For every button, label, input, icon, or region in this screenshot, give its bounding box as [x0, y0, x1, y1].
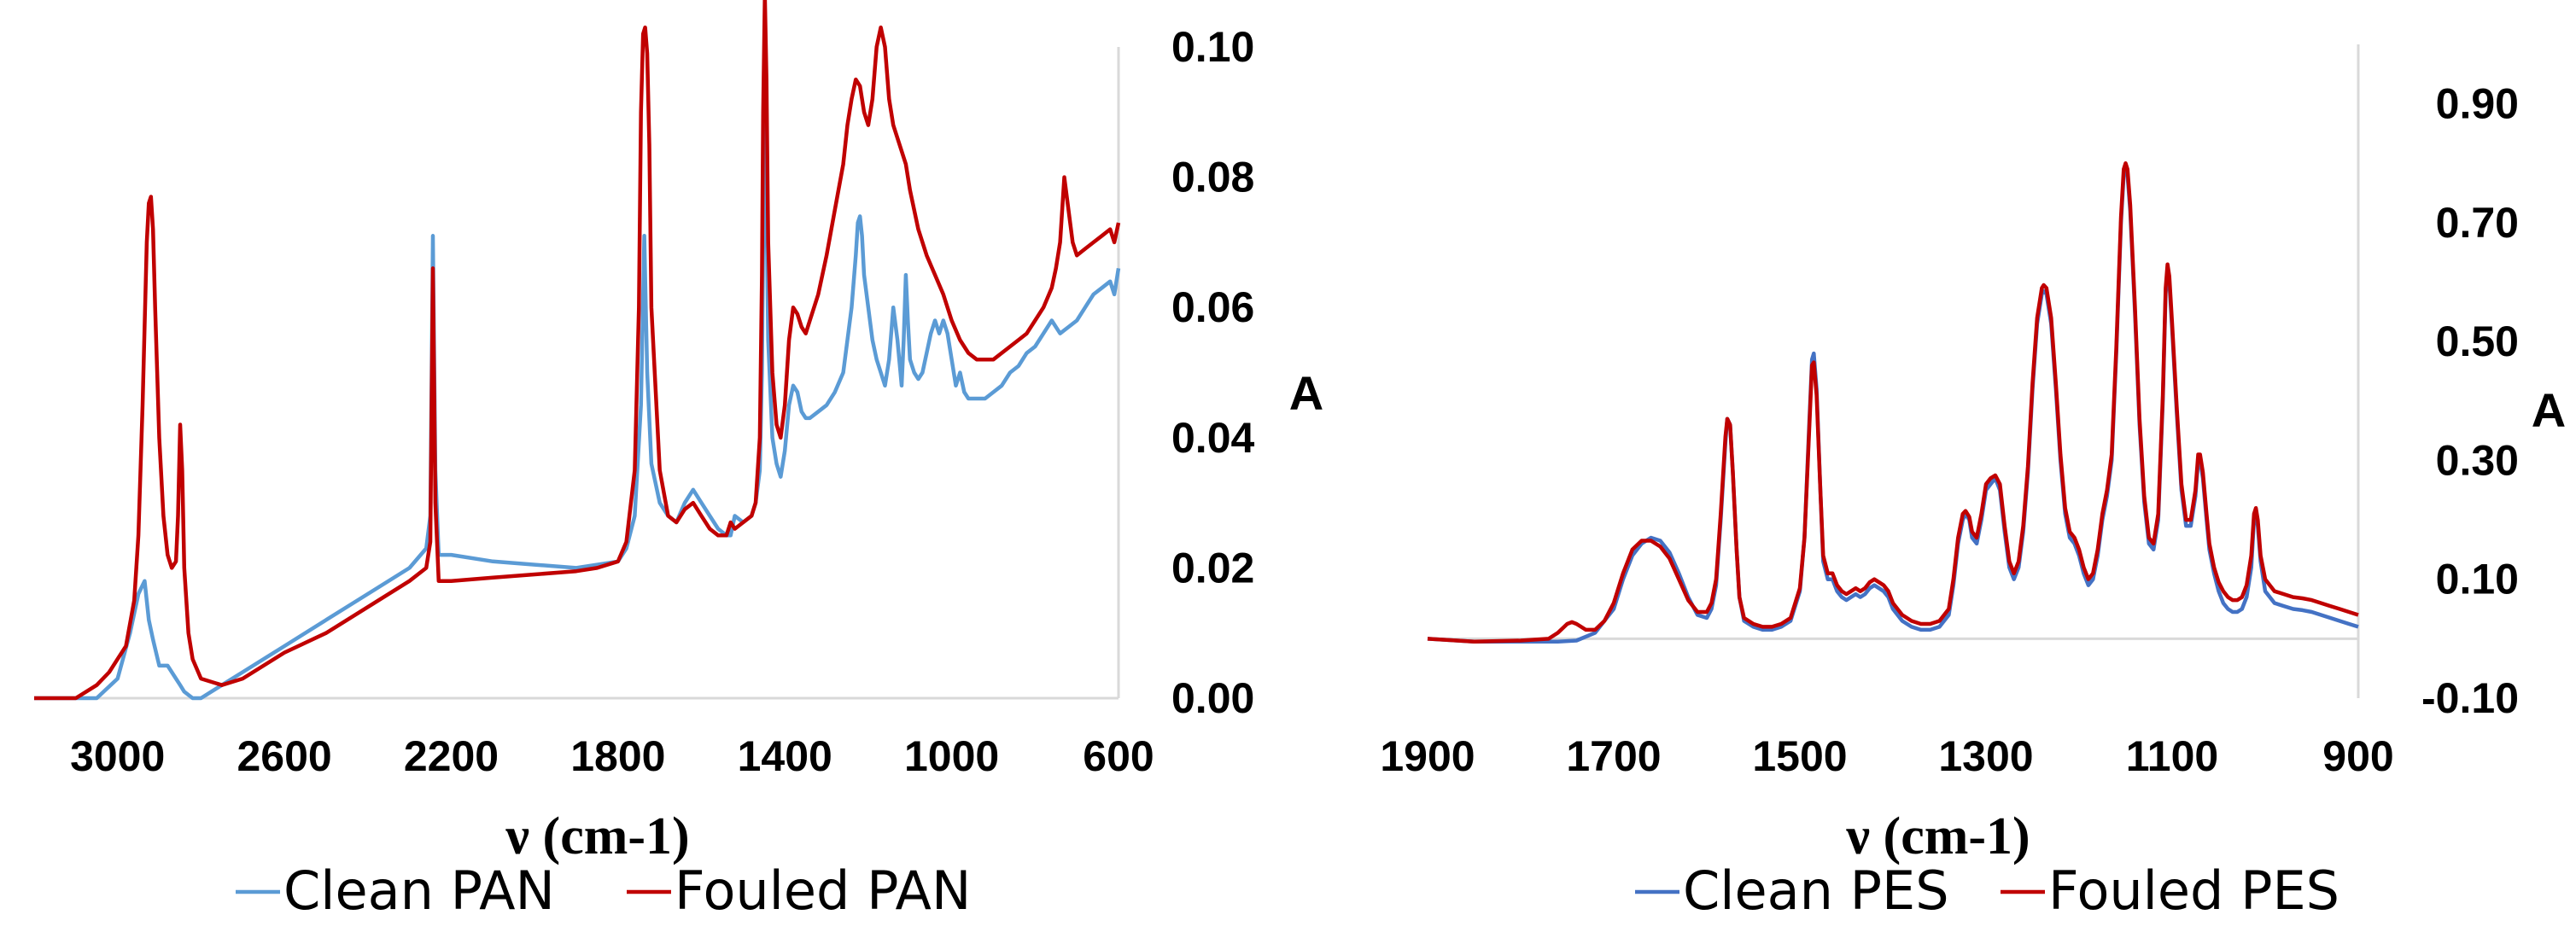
x-tick-label: 1000	[904, 732, 999, 780]
x-tick-label: 1400	[738, 732, 832, 780]
series-line-clean-pan	[34, 96, 1121, 701]
x-tick-label: 1800	[570, 732, 665, 780]
y-tick-label: 0.30	[2436, 436, 2519, 484]
legend-label: Clean PAN	[283, 859, 555, 922]
legend-label: Fouled PAN	[675, 859, 971, 922]
y-tick-label: 0.10	[1171, 23, 1254, 71]
legend-label: Clean PES	[1683, 859, 1949, 922]
y-axis-label: A	[2532, 383, 2566, 437]
y-tick-label: -0.10	[2421, 674, 2519, 722]
x-axis-title: ν (cm-1)	[1845, 807, 2030, 865]
x-tick-label: 1900	[1380, 732, 1475, 780]
x-tick-label: 1700	[1566, 732, 1661, 780]
y-tick-label: 0.50	[2436, 318, 2519, 365]
x-tick-label: 900	[2322, 732, 2393, 780]
y-tick-label: 0.04	[1171, 414, 1255, 462]
x-tick-label: 3000	[70, 732, 165, 780]
y-tick-label: 0.02	[1171, 544, 1254, 591]
x-tick-label: 1500	[1752, 732, 1847, 780]
series-line-fouled-pes	[1427, 161, 2359, 644]
y-axis-label: A	[1289, 366, 1323, 420]
pan-chart: 0.00 0.02 0.04 0.06 0.08 0.10 A 3000 2600 2200 180…	[34, 0, 1323, 922]
y-tick-label: 0.08	[1171, 154, 1254, 201]
series-line-fouled-pan	[34, 0, 1121, 701]
y-tick-label: 0.10	[2436, 556, 2519, 603]
series-line-clean-pes	[1427, 166, 2359, 644]
y-tick-label: 0.00	[1171, 674, 1254, 722]
pes-chart: -0.10 0.10 0.30 0.50 0.70 0.90 A 1900 1700 1500 13…	[1380, 44, 2566, 922]
x-axis-title: ν (cm-1)	[505, 807, 689, 865]
x-tick-label: 1300	[1938, 732, 2033, 780]
y-tick-label: 0.06	[1171, 283, 1254, 331]
x-tick-label: 2600	[237, 732, 331, 780]
x-tick-label: 600	[1083, 732, 1154, 780]
x-tick-label: 2200	[404, 732, 499, 780]
y-tick-label: 0.70	[2436, 199, 2519, 247]
y-tick-label: 0.90	[2436, 80, 2519, 128]
x-tick-label: 1100	[2126, 732, 2218, 780]
legend-label: Fouled PES	[2048, 859, 2339, 922]
